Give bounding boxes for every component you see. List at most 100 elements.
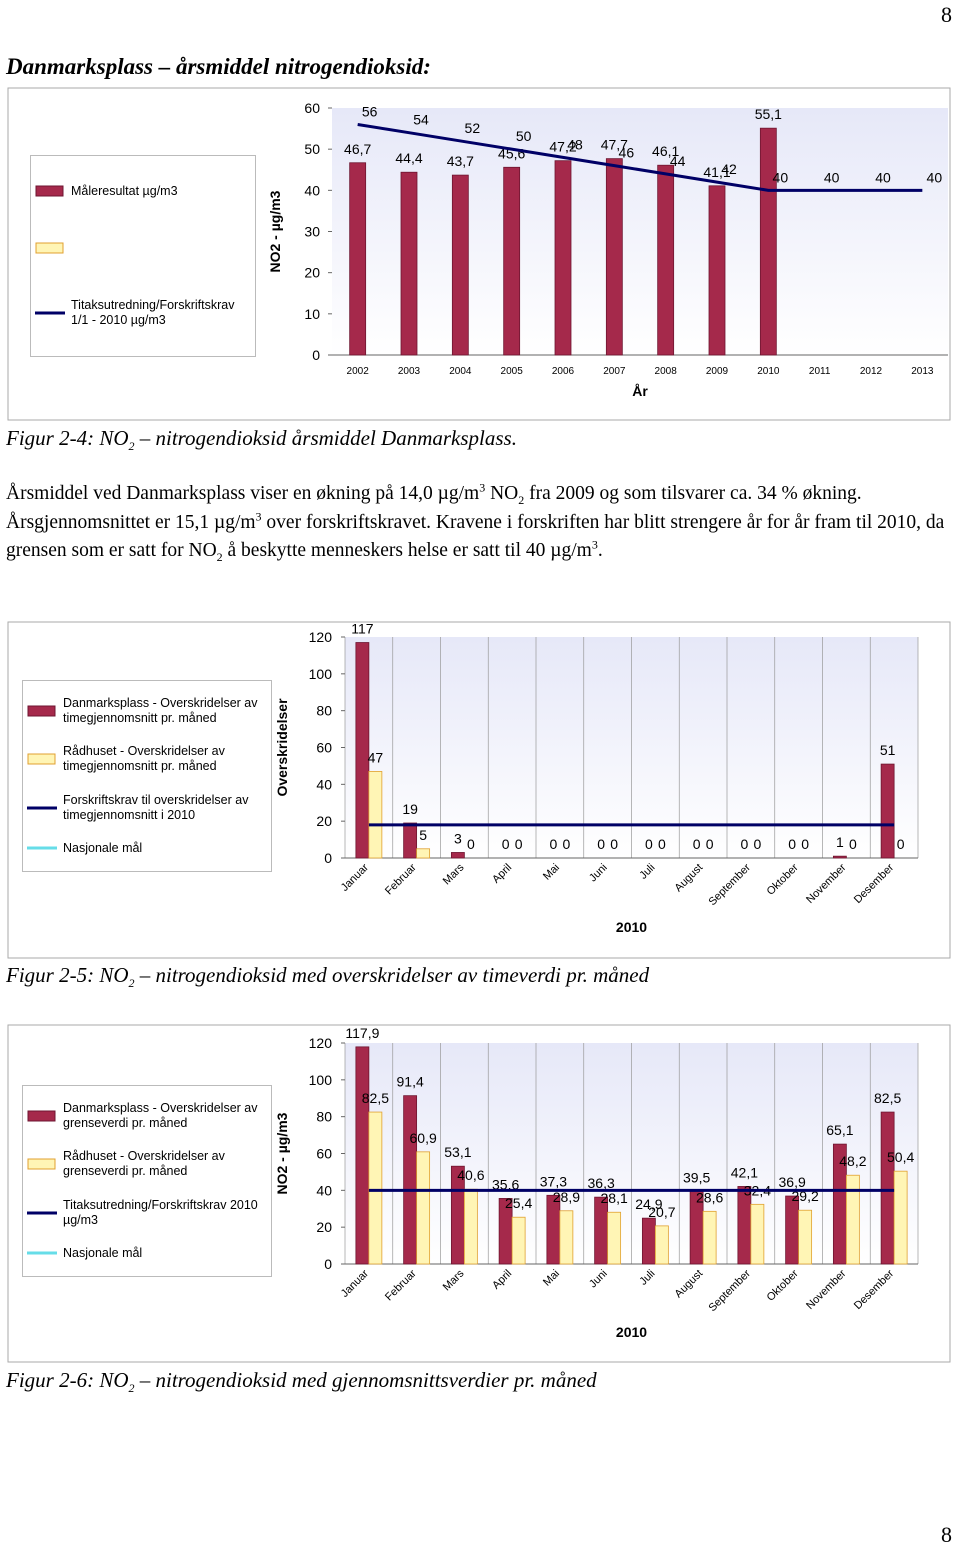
text-run: . [597,540,603,561]
data-label: 0 [549,836,557,852]
text-run: 2 [216,549,223,564]
y-tick-label: 50 [304,141,320,157]
text-run: 2 [128,439,135,454]
text-run: fra 2009 og som tilsvarer ca. 34 % øknin… [6,483,862,533]
y-tick-label: 100 [309,666,333,682]
bar [349,162,367,356]
x-tick-label: Oktober [765,861,801,897]
x-tick-label: Januar [339,861,372,894]
bar [554,160,572,356]
data-label: 65,1 [826,1122,853,1138]
x-tick-label: April [490,1268,514,1292]
data-label: 82,5 [874,1090,901,1106]
y-tick-label: 20 [304,265,320,281]
x-tick-label: 2012 [860,366,883,377]
data-label: 0 [788,836,796,852]
x-tick-label: Januar [339,1267,372,1300]
data-label: 44 [670,153,686,169]
x-tick-label: 2004 [449,366,472,377]
text-run: 2 [128,1381,135,1396]
y-tick-label: 60 [304,100,320,116]
bar [451,174,469,356]
chart-frame [7,87,951,421]
x-tick-label: Mars [441,1267,467,1293]
x-tick-label: Mai [541,862,562,883]
y-tick-label: 0 [324,850,332,866]
data-label: 40 [927,169,943,185]
data-label: 37,3 [540,1173,567,1189]
legend-entry: Forskriftskrav til overskridelser av tim… [27,793,267,823]
data-label: 44,4 [395,150,422,166]
bar [355,642,370,859]
legend-entry: Rådhuset - Overskridelser av grenseverdi… [27,1149,267,1179]
data-label: 24,9 [635,1196,662,1212]
data-label: 50,4 [887,1149,914,1165]
y-tick-label: 100 [309,1072,333,1088]
bar [785,1195,800,1265]
legend-swatch-box [27,1158,56,1170]
bar [400,171,418,356]
x-tick-label: August [673,1268,706,1301]
data-label: 47,2 [549,139,576,155]
data-label: 0 [515,836,523,852]
legend-swatch-box [27,753,56,765]
bar [641,1217,656,1265]
x-tick-label: Desember [852,861,897,906]
figure-caption: Figur 2-6: NO2 – nitrogendioksid med gje… [6,1368,597,1396]
data-label: 0 [740,836,748,852]
legend-label: Måleresultat µg/m3 [71,183,178,198]
data-label: 46,7 [344,141,371,157]
bar [463,1188,478,1265]
data-label: 60,9 [410,1130,437,1146]
data-label: 56 [362,103,378,119]
bar [654,1225,669,1265]
legend-label: Titaksutredning/Forskriftskrav 1/1 - 201… [71,298,235,328]
bar [416,1151,431,1265]
data-label: 0 [658,836,666,852]
data-label: 91,4 [397,1074,424,1090]
legend: Måleresultat µg/m3 Titaksutredning/Forskr… [30,155,256,357]
x-tick-label: 2003 [398,366,421,377]
text-run: 3 [591,537,598,552]
x-tick-label: November [804,1267,849,1312]
data-label: 117,9 [345,1025,379,1041]
x-tick-label: 2013 [911,366,934,377]
data-label: 0 [645,836,653,852]
bar [657,164,675,356]
data-label: 19 [402,801,418,817]
legend-swatch-box [35,242,64,254]
data-label: 20,7 [648,1204,675,1220]
data-label: 39,5 [683,1169,710,1185]
y-tick-label: 30 [304,224,320,240]
y-tick-label: 120 [309,629,333,645]
data-label: 0 [706,836,714,852]
bar [880,763,895,859]
legend-entry: Rådhuset - Overskridelser av timegjennom… [27,744,267,774]
bar [559,1210,574,1265]
bar [355,1046,370,1265]
legend-swatch [27,753,56,765]
data-label: 28,6 [696,1189,723,1205]
legend-label: Nasjonale mål [63,1245,143,1260]
data-label: 40 [824,169,840,185]
y-tick-label: 40 [316,776,332,792]
data-label: 43,7 [447,153,474,169]
x-tick-label: Juli [637,1268,657,1288]
x-tick-label: Mars [441,861,467,887]
bar [368,771,383,859]
y-tick-label: 40 [316,1182,332,1198]
paragraph: Årsmiddel ved Danmarksplass viser en økn… [6,480,954,566]
page-number: 8 [941,2,952,27]
x-tick-label: April [490,862,514,886]
data-label: 1 [836,834,844,850]
x-tick-label: Juni [587,862,610,885]
text-run: 3 [479,480,486,495]
bar [605,158,623,356]
bar [416,848,431,859]
data-label: 52 [465,120,481,136]
data-label: 41,1 [703,164,730,180]
bar [845,1174,860,1265]
data-label: 51 [880,742,896,758]
data-label: 40 [773,169,789,185]
x-tick-label: September [706,861,753,908]
